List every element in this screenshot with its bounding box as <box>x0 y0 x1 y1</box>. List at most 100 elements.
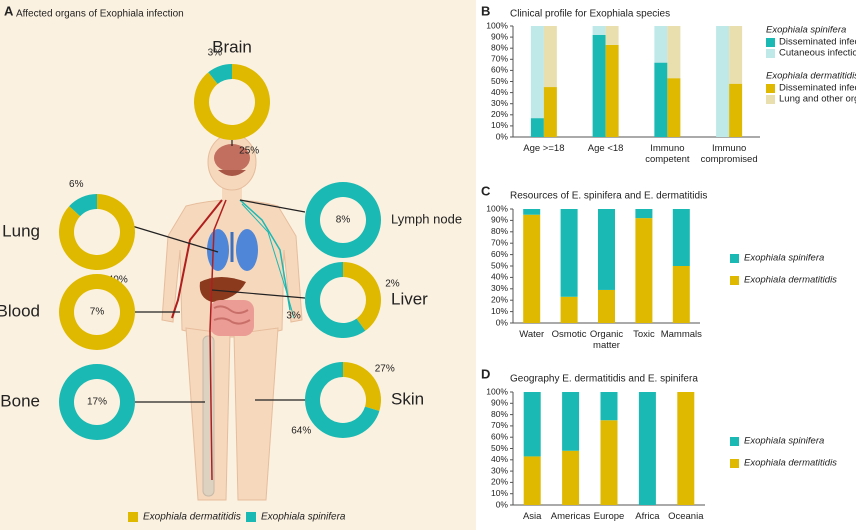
y-tick-label: 100% <box>486 20 508 30</box>
bar-segment <box>729 83 743 137</box>
donut-segment <box>59 274 135 350</box>
legend-swatch <box>730 437 739 446</box>
organ-label: Skin <box>391 389 424 408</box>
donut-value-label: 2% <box>385 279 400 290</box>
panel-title: Geography E. dermatitidis and E. spinife… <box>510 374 698 385</box>
y-tick-label: 20% <box>491 477 508 487</box>
y-tick-label: 0% <box>496 131 509 141</box>
legend-label: Exophiala spinifera <box>744 436 824 447</box>
y-tick-label: 40% <box>491 87 508 97</box>
y-tick-label: 60% <box>491 65 508 75</box>
legend-swatch <box>730 276 739 285</box>
organ-label: Brain <box>212 37 252 56</box>
bar-segment <box>530 26 544 119</box>
donut-segment <box>58 194 135 270</box>
legend-label: Exophiala dermatitidis <box>744 458 837 469</box>
x-tick-label: Americas <box>551 511 591 522</box>
y-tick-label: 40% <box>491 272 508 282</box>
panel-title: Affected organs of Exophiala infection <box>16 9 184 20</box>
y-tick-label: 0% <box>496 317 509 327</box>
donut-segment <box>343 362 381 411</box>
y-tick-label: 90% <box>491 398 508 408</box>
organ-label: Lung <box>2 221 40 240</box>
bar-segment <box>523 214 541 323</box>
x-tick-label: Toxic <box>633 329 655 340</box>
organ-label: Lymph node <box>391 211 462 226</box>
bar-segment <box>716 26 730 137</box>
donut-value-label: 25% <box>239 146 259 157</box>
y-tick-label: 40% <box>491 454 508 464</box>
body-illustration <box>161 133 303 501</box>
legend-swatch <box>730 459 739 468</box>
x-tick-label: Immuno compromised <box>701 143 758 165</box>
x-tick-label: Asia <box>523 511 542 522</box>
bar-segment <box>677 392 695 505</box>
panel-letter: D <box>481 366 490 381</box>
bar-segment <box>592 34 606 137</box>
y-tick-label: 20% <box>491 294 508 304</box>
legend-swatch <box>766 38 775 47</box>
panel-letter: A <box>4 3 14 18</box>
bar-segment <box>592 26 606 35</box>
bar-segment <box>543 87 557 137</box>
donut-segment <box>69 194 97 217</box>
donut-segment <box>305 262 366 339</box>
y-tick-label: 50% <box>491 443 508 453</box>
y-tick-label: 30% <box>491 465 508 475</box>
bar-segment <box>600 392 618 421</box>
donut-segment <box>194 64 270 140</box>
bar-segment <box>635 209 653 219</box>
legend-swatch <box>246 512 256 522</box>
bar-segment <box>654 62 668 137</box>
panel-title: Clinical profile for Exophiala species <box>510 9 670 20</box>
y-tick-label: 10% <box>491 488 508 498</box>
donut-value-label: 6% <box>69 179 84 190</box>
y-tick-label: 10% <box>491 306 508 316</box>
legend-label: Disseminated infection <box>779 83 856 94</box>
y-tick-label: 60% <box>491 431 508 441</box>
y-tick-label: 50% <box>491 76 508 86</box>
donut-value-label: 64% <box>291 426 311 437</box>
y-tick-label: 70% <box>491 237 508 247</box>
bar-segment <box>598 209 615 290</box>
bar-segment <box>638 392 656 505</box>
y-tick-label: 0% <box>496 499 509 509</box>
legend-label: Exophiala dermatitidis <box>143 512 241 523</box>
bar-segment <box>635 218 653 323</box>
legend-swatch <box>128 512 138 522</box>
connector-lines <box>131 140 306 403</box>
legend-group-title: Exophiala spinifera <box>766 25 846 36</box>
x-tick-label: Organic matter <box>590 329 624 351</box>
x-tick-label: Osmotic <box>552 329 587 340</box>
bar-segment <box>543 26 557 88</box>
legend-label: Cutaneous infection <box>779 48 856 59</box>
bar-segment <box>560 296 578 323</box>
y-tick-label: 70% <box>491 54 508 64</box>
donut-segment <box>59 364 135 440</box>
donut-value-label: 17% <box>87 397 107 408</box>
legend-label: Exophiala spinifera <box>261 512 346 523</box>
bar-segment <box>667 26 681 79</box>
bar-segment <box>598 289 615 323</box>
bar-segment <box>605 26 619 45</box>
y-tick-label: 80% <box>491 409 508 419</box>
bar-segment <box>530 118 544 137</box>
y-tick-label: 60% <box>491 249 508 259</box>
panel-title: Resources of E. spinifera and E. dermati… <box>510 191 707 202</box>
y-tick-label: 80% <box>491 226 508 236</box>
y-tick-label: 90% <box>491 215 508 225</box>
organ-label: Blood <box>0 301 40 320</box>
legend-group-title: Exophiala dermatitidis <box>766 71 856 82</box>
x-tick-label: Africa <box>635 511 660 522</box>
x-tick-label: Water <box>519 329 544 340</box>
donut-value-label: 3% <box>286 311 301 322</box>
legend-label: Lung and other organs <box>779 94 856 105</box>
legend-label: Exophiala dermatitidis <box>744 275 837 286</box>
organ-label: Liver <box>391 289 428 308</box>
bar-segment <box>562 392 580 451</box>
donut-segment <box>343 262 381 331</box>
donut-segment <box>208 64 232 85</box>
y-tick-label: 20% <box>491 109 508 119</box>
x-tick-label: Age >=18 <box>523 143 564 154</box>
